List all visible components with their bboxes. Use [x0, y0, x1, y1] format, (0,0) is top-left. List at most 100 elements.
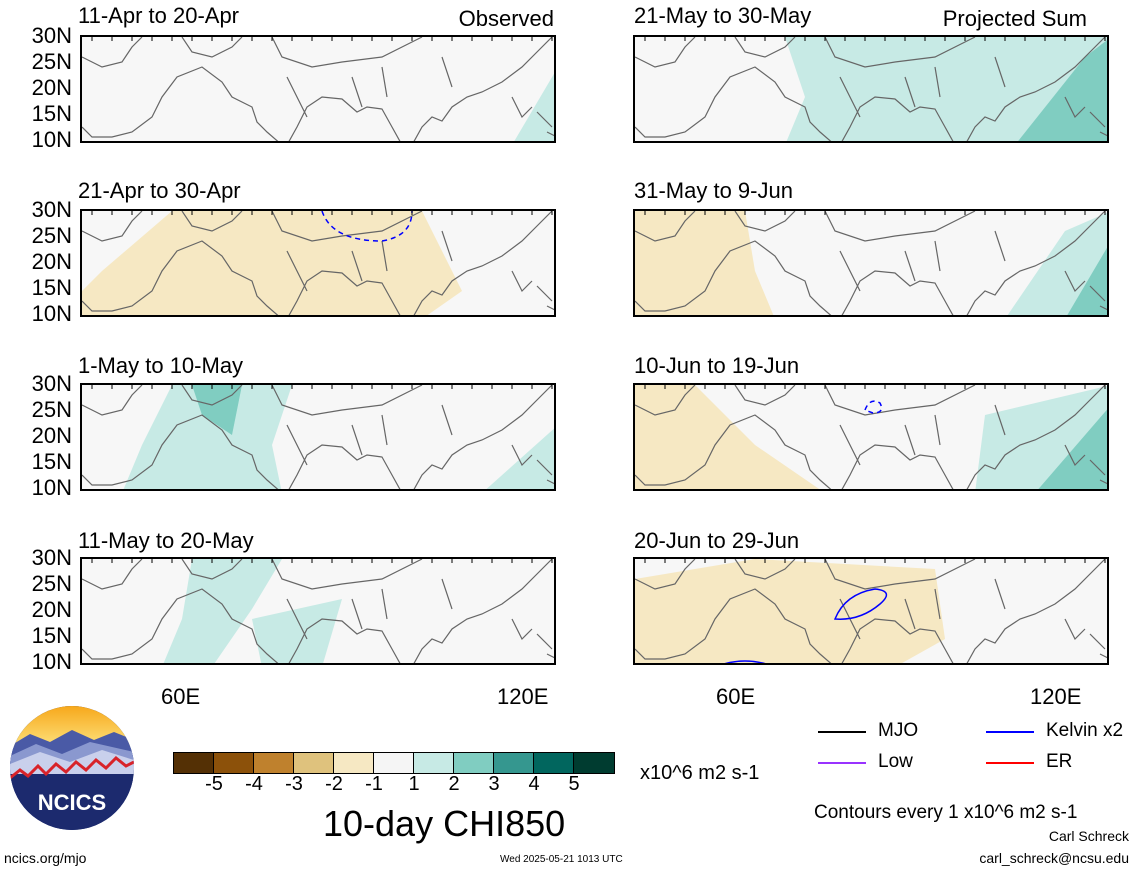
anomaly-shading [514, 73, 554, 141]
colorbar-tick-label: 4 [528, 773, 540, 795]
legend-label-er: ER [1046, 751, 1073, 772]
anomaly-map [80, 35, 556, 143]
lat-label: 30N [31, 545, 72, 570]
colorbar-tick-label: 1 [408, 773, 420, 795]
legend-line-kelvin [986, 731, 1034, 733]
figure-title: 10-day CHI850 [323, 803, 566, 844]
anomaly-shading [1007, 212, 1107, 315]
contour-line [724, 660, 766, 663]
lat-label: 25N [31, 571, 72, 596]
colorbar-tick-label: -2 [325, 773, 343, 795]
author-name: Carl Schreck [1048, 828, 1129, 844]
panel-title: 20-Jun to 29-Jun [634, 528, 800, 553]
legend-line-er [986, 762, 1034, 764]
anomaly-shading [635, 385, 820, 489]
anomaly-shading [163, 559, 282, 663]
colorbar-swatch [174, 753, 214, 773]
panel-title: 31-May to 9-Jun [634, 178, 793, 203]
lon-label: 120E [497, 684, 549, 709]
anomaly-map [80, 209, 556, 317]
lon-label: 60E [716, 684, 756, 709]
colorbar-tick-label: -5 [205, 773, 223, 795]
lat-label: 15N [31, 101, 72, 126]
coastline [82, 37, 554, 141]
anomaly-map [633, 35, 1109, 143]
panel-title: 1-May to 10-May [78, 353, 244, 378]
colorbar-swatch [454, 753, 494, 773]
colorbar-swatch [494, 753, 534, 773]
contour-line [833, 588, 888, 620]
anomaly-shading [785, 37, 1107, 141]
colorbar-tick-label: -4 [245, 773, 263, 795]
anomaly-map [633, 209, 1109, 317]
lon-label: 60E [161, 684, 201, 709]
colorbar-tick-label: -3 [285, 773, 303, 795]
lat-label: 20N [31, 423, 72, 448]
timestamp: Wed 2025-05-21 1013 UTC [500, 854, 623, 865]
legend-label-low: Low [878, 751, 913, 772]
legend-label-mjo: MJO [878, 720, 919, 741]
panel-title: 11-Apr to 20-Apr [78, 3, 240, 28]
legend-label-kelvin: Kelvin x2 [1046, 720, 1124, 741]
anomaly-shading [192, 385, 242, 435]
colorbar-units: x10^6 m2 s-1 [640, 762, 760, 784]
lon-label: 120E [1030, 684, 1082, 709]
anomaly-shading [1018, 40, 1107, 141]
anomaly-map [80, 557, 556, 665]
contour-note: Contours every 1 x10^6 m2 s-1 [814, 802, 1078, 823]
anomaly-shading [123, 385, 292, 489]
anomaly-shading [635, 559, 945, 663]
lat-label: 25N [31, 223, 72, 248]
colorbar-tick-label: -1 [365, 773, 383, 795]
anomaly-map [633, 383, 1109, 491]
lat-label: 20N [31, 597, 72, 622]
anomaly-shading [1038, 409, 1107, 489]
colorbar-tick-label: 3 [488, 773, 500, 795]
lat-label: 30N [31, 23, 72, 48]
lat-label: 10N [31, 301, 72, 326]
colorbar-swatch [254, 753, 294, 773]
lat-label: 25N [31, 49, 72, 74]
lat-label: 10N [31, 649, 72, 674]
anomaly-map [80, 383, 556, 491]
panel-title: 21-Apr to 30-Apr [78, 178, 241, 203]
lat-label: 15N [31, 449, 72, 474]
lat-label: 20N [31, 75, 72, 100]
colorbar-swatch [294, 753, 334, 773]
colorbar-swatch [534, 753, 574, 773]
author-email[interactable]: carl_schreck@ncsu.edu [979, 850, 1129, 866]
colorbar-swatch [214, 753, 254, 773]
legend-line-low [818, 762, 866, 764]
panel-title: 10-Jun to 19-Jun [634, 353, 800, 378]
coastline [635, 37, 1107, 141]
coastline [82, 211, 554, 315]
anomaly-shading [486, 428, 554, 489]
colorbar-swatch [574, 753, 614, 773]
panel-title: 21-May to 30-May [634, 3, 812, 28]
panel-status: Observed [458, 6, 554, 31]
colorbar [173, 752, 615, 774]
anomaly-map [633, 557, 1109, 665]
lat-label: 15N [31, 275, 72, 300]
site-link[interactable]: ncics.org/mjo [4, 850, 87, 866]
logo-text: NCICS [38, 790, 106, 815]
coastline [82, 385, 554, 489]
panel-title: 11-May to 20-May [78, 528, 254, 553]
anomaly-shading [82, 211, 462, 315]
lat-label: 10N [31, 475, 72, 500]
lat-label: 30N [31, 371, 72, 396]
colorbar-tick-label: 2 [448, 773, 460, 795]
coastline [635, 385, 1107, 489]
coastline [635, 211, 1107, 315]
anomaly-shading [252, 599, 342, 663]
coastline [635, 559, 1107, 663]
colorbar-swatch [414, 753, 454, 773]
colorbar-swatch [374, 753, 414, 773]
anomaly-shading [635, 211, 774, 315]
coastline [82, 559, 554, 663]
colorbar-tick-label: 5 [568, 773, 580, 795]
colorbar-swatch [334, 753, 374, 773]
lat-label: 15N [31, 623, 72, 648]
lat-label: 10N [31, 127, 72, 152]
ncics-logo: NCICS [10, 706, 134, 830]
